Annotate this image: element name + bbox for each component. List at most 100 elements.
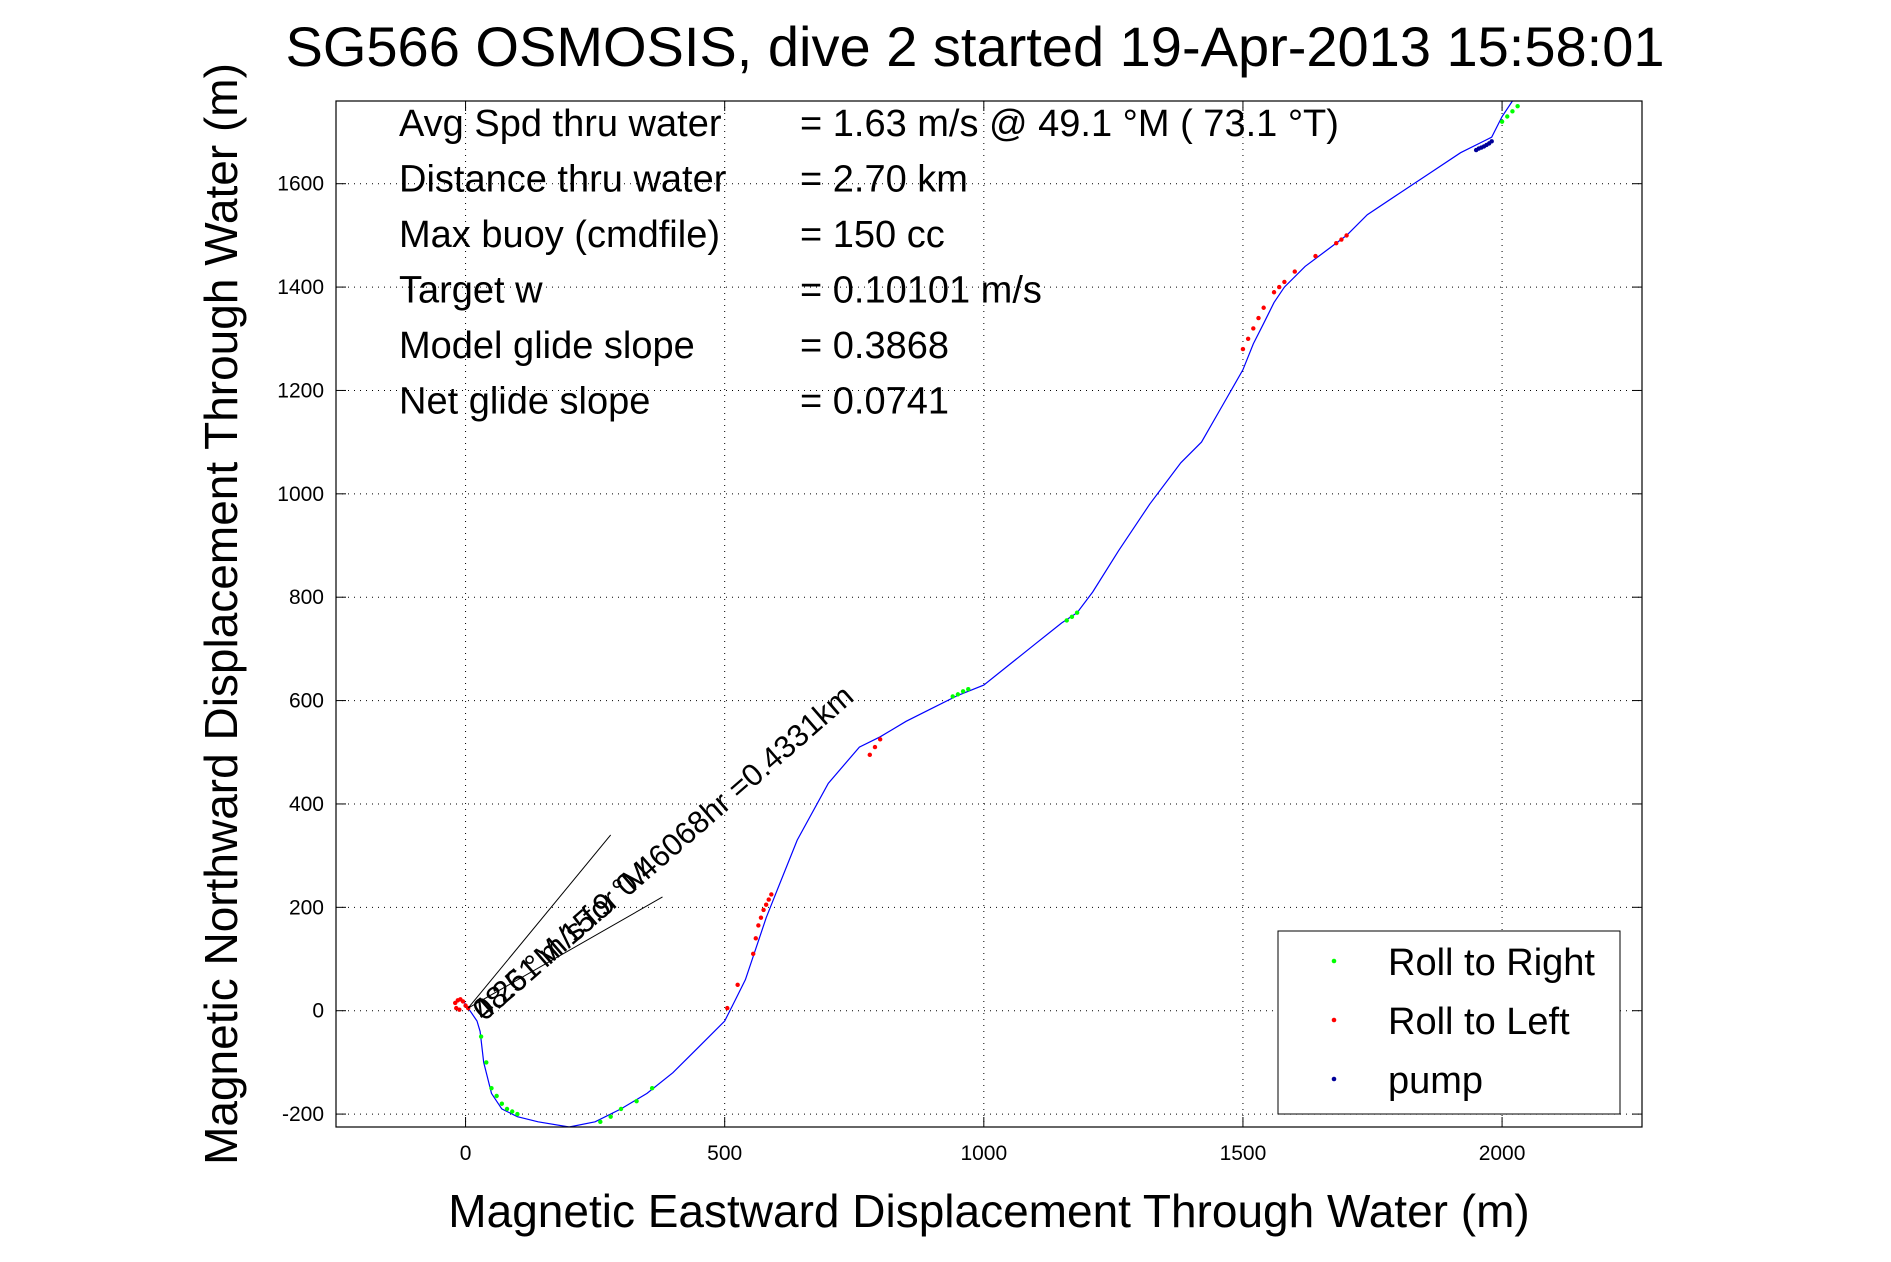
x-tick-label: 1500 bbox=[1220, 1142, 1267, 1165]
data-point bbox=[872, 744, 878, 750]
data-point bbox=[966, 687, 971, 692]
info-label: Max buoy (cmdfile) bbox=[399, 214, 720, 256]
data-point bbox=[756, 923, 761, 928]
data-point bbox=[960, 689, 966, 694]
data-point bbox=[1256, 315, 1261, 321]
y-tick-label: 1200 bbox=[277, 379, 324, 402]
legend-marker bbox=[1331, 1017, 1337, 1023]
data-point bbox=[1339, 237, 1344, 242]
info-value: = 1.63 m/s @ 49.1 °M ( 73.1 °T) bbox=[800, 103, 1339, 145]
x-axis-ticks: 0 500 1000 1500 2000 bbox=[460, 101, 1526, 1165]
data-point bbox=[1510, 109, 1515, 114]
info-value: = 0.10101 m/s bbox=[800, 270, 1042, 312]
data-point bbox=[499, 1101, 505, 1106]
data-point bbox=[1292, 269, 1297, 274]
y-tick-label: 1600 bbox=[277, 173, 324, 196]
heading-line bbox=[467, 896, 663, 1009]
info-label: Model glide slope bbox=[399, 325, 695, 367]
x-tick-label: 500 bbox=[707, 1142, 742, 1165]
data-point bbox=[494, 1093, 499, 1099]
info-value: = 0.0741 bbox=[800, 381, 949, 423]
data-point bbox=[1271, 290, 1277, 295]
data-point bbox=[1515, 103, 1520, 109]
data-point bbox=[618, 1106, 624, 1112]
info-value: = 2.70 km bbox=[800, 159, 968, 201]
data-point bbox=[1313, 253, 1318, 259]
data-point bbox=[510, 1109, 515, 1114]
data-point bbox=[598, 1119, 603, 1125]
y-tick-label: -200 bbox=[282, 1103, 324, 1126]
data-point bbox=[877, 737, 883, 742]
heading-line bbox=[467, 834, 612, 1009]
data-point bbox=[1277, 284, 1282, 290]
series-pump bbox=[1473, 139, 1494, 153]
data-point bbox=[1074, 610, 1080, 615]
data-point bbox=[725, 1005, 730, 1011]
y-tick-label: 1000 bbox=[277, 483, 324, 506]
plot-frame bbox=[335, 100, 1643, 1128]
y-tick-label: 800 bbox=[289, 586, 324, 609]
info-block: Avg Spd thru water = 1.63 m/s @ 49.1 °M (… bbox=[399, 103, 1339, 423]
data-point bbox=[1261, 305, 1266, 310]
info-value: = 0.3868 bbox=[800, 325, 949, 367]
info-label: Net glide slope bbox=[399, 381, 650, 423]
data-point bbox=[950, 694, 955, 699]
x-tick-label: 1000 bbox=[960, 1142, 1007, 1165]
data-point bbox=[515, 1111, 520, 1117]
data-point bbox=[1344, 233, 1349, 238]
data-point bbox=[1251, 326, 1256, 331]
legend-label: Roll to Right bbox=[1388, 942, 1595, 984]
x-axis-label: Magnetic Eastward Displacement Through W… bbox=[448, 1185, 1529, 1237]
data-point bbox=[769, 892, 774, 897]
data-point bbox=[1505, 114, 1510, 119]
data-point bbox=[1489, 139, 1494, 144]
data-point bbox=[955, 692, 961, 697]
data-point bbox=[484, 1060, 489, 1065]
data-point bbox=[1069, 614, 1075, 620]
series-roll-to-right bbox=[478, 103, 1520, 1125]
info-label: Distance thru water bbox=[399, 159, 727, 201]
data-point bbox=[489, 1086, 494, 1091]
legend-label: pump bbox=[1388, 1060, 1483, 1102]
y-axis-label: Magnetic Northward Displacement Through … bbox=[195, 63, 247, 1165]
info-value: = 150 cc bbox=[800, 214, 945, 256]
data-point bbox=[1245, 336, 1251, 341]
legend-marker bbox=[1331, 1076, 1337, 1082]
data-point bbox=[761, 907, 766, 913]
y-axis-ticks: -200 0 200 400 600 800 1000 1200 1400 1600 bbox=[277, 173, 1642, 1126]
data-point bbox=[1282, 279, 1287, 285]
data-point bbox=[867, 752, 873, 758]
data-point bbox=[457, 1007, 462, 1012]
y-tick-label: 1400 bbox=[277, 276, 324, 299]
data-point bbox=[460, 999, 466, 1004]
data-point bbox=[1240, 346, 1246, 352]
data-point bbox=[649, 1086, 655, 1091]
legend-label: Roll to Left bbox=[1388, 1001, 1570, 1043]
data-point bbox=[608, 1114, 613, 1119]
series-roll-to-left bbox=[452, 233, 1349, 1012]
data-point bbox=[758, 915, 764, 920]
legend: Roll to Right Roll to Left pump bbox=[1277, 930, 1621, 1115]
track-annotation: 48.5 °M 15.9 °M bbox=[466, 855, 657, 1028]
y-tick-label: 400 bbox=[289, 793, 324, 816]
x-tick-label: 2000 bbox=[1479, 1142, 1526, 1165]
data-point bbox=[763, 902, 769, 907]
data-point bbox=[735, 982, 740, 988]
legend-marker bbox=[1331, 958, 1337, 964]
data-point bbox=[504, 1106, 510, 1112]
y-tick-label: 0 bbox=[312, 1000, 324, 1023]
data-point bbox=[750, 951, 756, 957]
x-tick-label: 0 bbox=[460, 1142, 472, 1165]
data-point bbox=[766, 897, 771, 902]
data-point bbox=[1064, 618, 1069, 623]
chart-title: SG566 OSMOSIS, dive 2 started 19-Apr-201… bbox=[286, 15, 1665, 78]
info-label: Target w bbox=[399, 270, 543, 312]
data-point bbox=[1334, 240, 1339, 246]
data-point bbox=[1499, 119, 1505, 124]
info-label: Avg Spd thru water bbox=[399, 103, 722, 145]
y-tick-label: 200 bbox=[289, 896, 324, 919]
data-point bbox=[634, 1098, 639, 1104]
data-point bbox=[478, 1034, 484, 1039]
